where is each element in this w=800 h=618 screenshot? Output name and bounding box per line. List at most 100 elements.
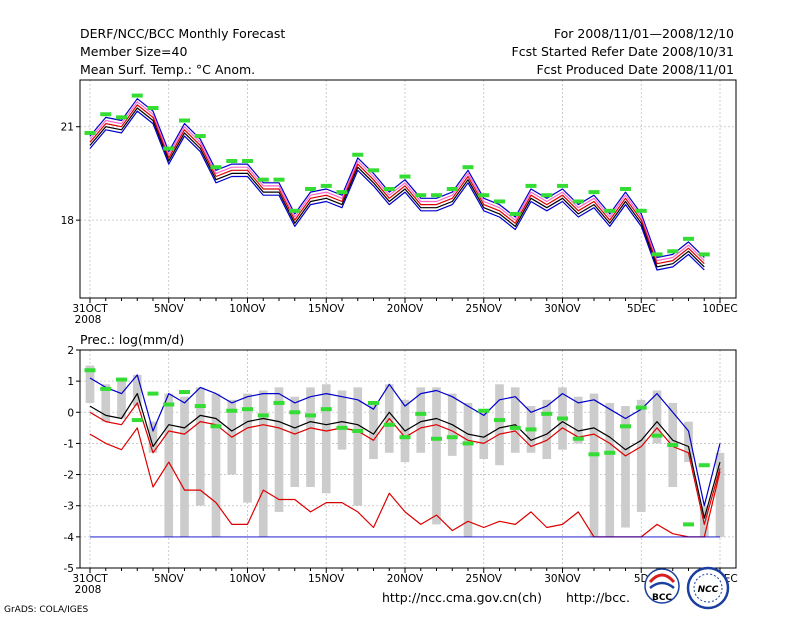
prec-panel-title: Prec.: log(mm/d) bbox=[80, 332, 184, 347]
temp-marker-25 bbox=[478, 193, 490, 198]
temp-marker-32 bbox=[588, 190, 600, 195]
temp-marker-36 bbox=[651, 252, 663, 257]
prec-ytick-label-3: -2 bbox=[64, 470, 74, 482]
temp-marker-14 bbox=[305, 187, 316, 191]
prec-spread-bar-21 bbox=[416, 387, 426, 453]
temp-marker-30 bbox=[557, 183, 568, 188]
temp-marker-38 bbox=[683, 236, 694, 241]
grads-credit: GrADS: COLA/IGES bbox=[4, 605, 88, 615]
temp-marker-22 bbox=[431, 193, 442, 198]
bcc-url: http://bcc. bbox=[566, 590, 630, 605]
prec-xtick-label-6: 30NOV bbox=[544, 573, 581, 585]
prec-marker-7 bbox=[194, 404, 206, 409]
bcc-logo: BCC bbox=[644, 568, 680, 604]
prec-marker-27 bbox=[509, 425, 521, 430]
temp-series-upper bbox=[89, 98, 705, 259]
produced-date: Fcst Produced Date 2008/11/01 bbox=[536, 62, 734, 77]
prec-marker-26 bbox=[494, 418, 505, 423]
prec-marker-38 bbox=[683, 522, 694, 527]
prec-spread-bar-16 bbox=[337, 390, 347, 450]
prec-marker-1 bbox=[100, 386, 112, 391]
temp-ytick-label-0: 18 bbox=[61, 215, 74, 227]
precipitation-panel: -5 -4 -3 -2 -1 0 1 2 31OCT 5NOV 10NOV 15NOV 20NOV 25N… bbox=[64, 332, 738, 596]
prec-marker-35 bbox=[635, 405, 647, 410]
prec-marker-12 bbox=[273, 400, 285, 405]
temp-marker-16 bbox=[336, 190, 348, 195]
temp-marker-8 bbox=[210, 165, 222, 170]
temp-marker-39 bbox=[698, 252, 710, 257]
prec-spread-bar-35 bbox=[636, 399, 646, 512]
temp-marker-33 bbox=[604, 208, 616, 213]
ncc-url: http://ncc.cma.gov.cn(ch) bbox=[382, 590, 542, 605]
temp-marker-18 bbox=[368, 168, 379, 173]
prec-spread-bar-39 bbox=[699, 505, 709, 537]
prec-spread-bar-14 bbox=[306, 387, 315, 488]
ncc-logo-inner-ring bbox=[693, 573, 723, 603]
temp-marker-1 bbox=[100, 112, 112, 117]
prec-marker-37 bbox=[667, 442, 679, 447]
prec-marker-15 bbox=[320, 407, 332, 412]
prec-spread-bar-25 bbox=[479, 409, 489, 459]
prec-marker-0 bbox=[84, 368, 96, 373]
prec-marker-34 bbox=[620, 424, 631, 429]
temp-series-red bbox=[89, 104, 705, 265]
prec-marker-9 bbox=[226, 408, 238, 413]
prec-spread-bar-40 bbox=[715, 452, 725, 537]
member-size: Member Size=40 bbox=[80, 44, 187, 59]
prec-spread-bar-12 bbox=[274, 387, 284, 512]
ncc-logo-text: NCC bbox=[698, 585, 719, 595]
temp-marker-9 bbox=[226, 158, 238, 163]
temp-marker-2 bbox=[116, 115, 127, 120]
prec-ytick-label-2: -3 bbox=[64, 501, 74, 513]
prec-year-label: 2008 bbox=[75, 584, 102, 596]
temp-xtick-label-5: 25NOV bbox=[466, 303, 503, 315]
prec-spread-bar-17 bbox=[353, 387, 363, 506]
prec-marker-2 bbox=[116, 377, 127, 382]
prec-marker-14 bbox=[305, 413, 316, 418]
temp-marker-20 bbox=[399, 174, 411, 179]
prec-spread-bar-36 bbox=[652, 390, 662, 444]
temp-ytick-label-1: 21 bbox=[61, 122, 74, 134]
prec-spread-bar-27 bbox=[510, 387, 520, 453]
prec-marker-6 bbox=[179, 390, 190, 395]
bcc-logo-text: BCC bbox=[652, 593, 672, 603]
variable-label: Mean Surf. Temp.: °C Anom. bbox=[80, 62, 255, 77]
prec-xtick-label-3: 15NOV bbox=[308, 573, 345, 585]
prec-spread-bar-2 bbox=[117, 378, 126, 419]
temp-marker-19 bbox=[383, 187, 395, 191]
prec-marker-5 bbox=[163, 402, 175, 407]
prec-spread-bar-7 bbox=[195, 387, 205, 506]
forecast-period: For 2008/11/01—2008/12/10 bbox=[554, 26, 734, 41]
prec-ytick-label-6: 1 bbox=[67, 376, 74, 388]
temp-marker-0 bbox=[84, 130, 96, 135]
prec-spread-bar-0 bbox=[85, 365, 95, 403]
prec-marker-8 bbox=[210, 424, 222, 429]
temp-marker-23 bbox=[446, 187, 458, 191]
prec-xtick-label-5: 25NOV bbox=[466, 573, 503, 585]
prec-series-upper bbox=[89, 374, 721, 507]
prec-marker-13 bbox=[289, 410, 301, 415]
temp-xtick-label-3: 15NOV bbox=[308, 303, 345, 315]
prec-ytick-label-4: -1 bbox=[64, 438, 74, 450]
prec-spread-bar-13 bbox=[290, 396, 300, 488]
temp-marker-6 bbox=[179, 118, 190, 123]
prec-frame bbox=[79, 349, 737, 569]
prec-marker-21 bbox=[415, 411, 427, 416]
prec-ytick-label-7: 2 bbox=[67, 345, 74, 357]
prec-marker-25 bbox=[478, 408, 490, 413]
prec-spread-bar-3 bbox=[132, 374, 142, 407]
prec-xtick-label-1: 5NOV bbox=[154, 573, 185, 585]
bcc-logo-swoosh-blue bbox=[649, 581, 675, 589]
temp-marker-10 bbox=[242, 158, 253, 163]
prec-marker-4 bbox=[147, 391, 159, 396]
temp-marker-7 bbox=[194, 134, 206, 139]
temp-xtick-label-7: 5DEC bbox=[627, 303, 656, 315]
prec-spread-bar-29 bbox=[542, 399, 552, 459]
prec-marker-39 bbox=[698, 463, 710, 468]
temp-series-pink bbox=[89, 101, 705, 262]
temp-marker-26 bbox=[494, 199, 505, 204]
prec-spread-bar-4 bbox=[148, 421, 158, 453]
prec-marker-33 bbox=[604, 450, 616, 455]
temp-marker-4 bbox=[147, 106, 159, 111]
prec-spread-bar-1 bbox=[101, 384, 111, 422]
